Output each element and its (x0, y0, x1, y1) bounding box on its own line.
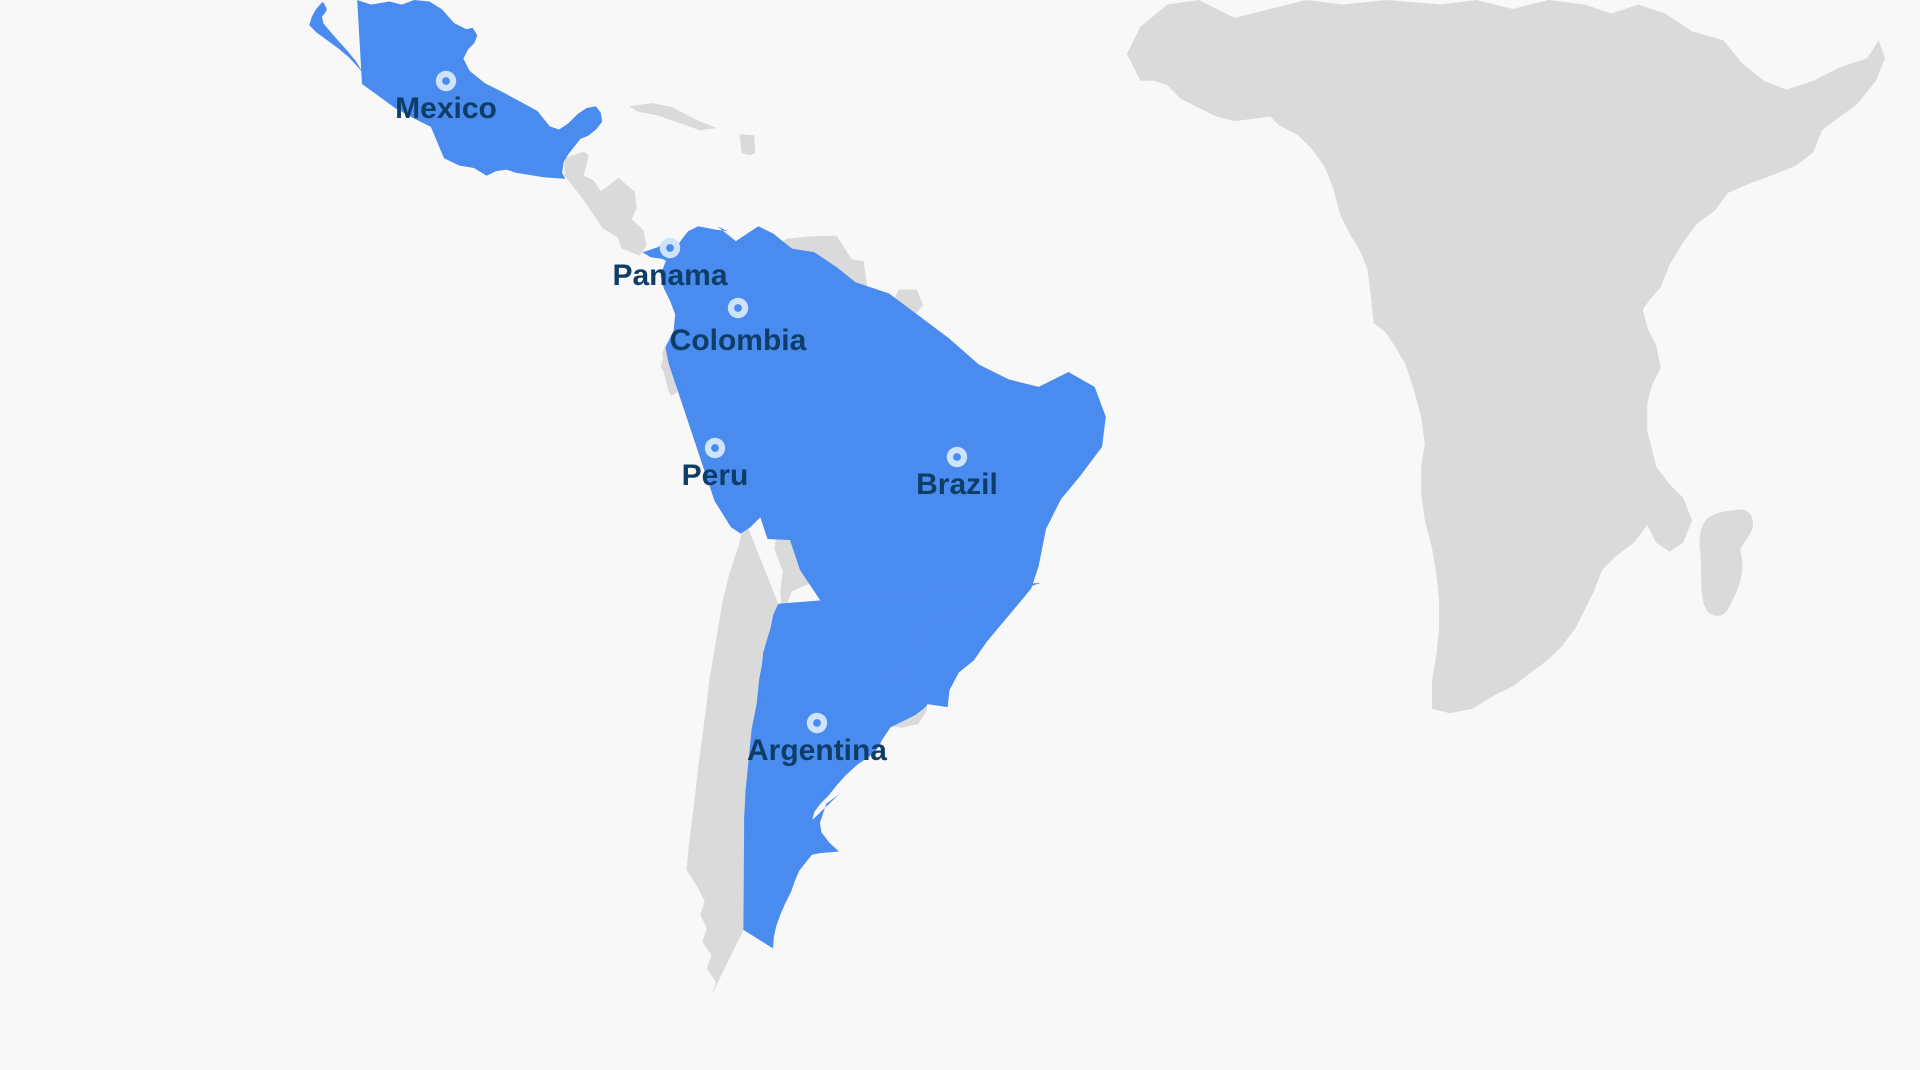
svg-text:Brazil: Brazil (916, 468, 998, 501)
svg-text:Panama: Panama (612, 259, 727, 292)
svg-text:Peru: Peru (682, 459, 749, 492)
svg-text:Mexico: Mexico (395, 92, 497, 125)
svg-text:Colombia: Colombia (670, 324, 807, 357)
svg-text:Argentina: Argentina (747, 734, 887, 767)
